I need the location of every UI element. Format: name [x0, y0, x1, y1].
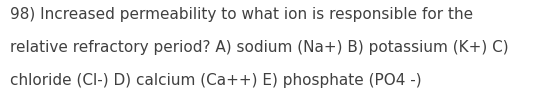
Text: chloride (Cl-) D) calcium (Ca++) E) phosphate (PO4 -): chloride (Cl-) D) calcium (Ca++) E) phos… — [10, 74, 422, 89]
Text: relative refractory period? A) sodium (Na+) B) potassium (K+) C): relative refractory period? A) sodium (N… — [10, 40, 509, 55]
Text: 98) Increased permeability to what ion is responsible for the: 98) Increased permeability to what ion i… — [10, 7, 473, 22]
